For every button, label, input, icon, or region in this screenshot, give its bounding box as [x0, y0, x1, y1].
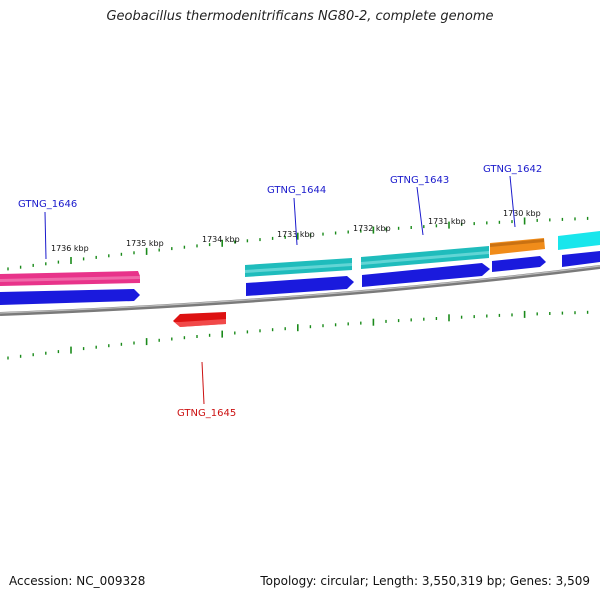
cds-feature-gtng-1646[interactable]	[0, 289, 140, 305]
leader-gtng-1642	[509, 175, 516, 228]
gene-label-gtng-1645[interactable]: GTNG_1645	[177, 408, 236, 419]
inner-tick-ruler	[7, 310, 589, 360]
ruler-label-1736: 1736 kbp	[51, 244, 89, 253]
gene-label-gtng-1642[interactable]: GTNG_1642	[483, 164, 542, 175]
gene-feature-cyan-edge[interactable]	[558, 231, 600, 250]
leader-gtng-1646	[44, 211, 47, 260]
accession-text: Accession: NC_009328	[9, 574, 146, 588]
genome-summary-text: Topology: circular; Length: 3,550,319 bp…	[260, 574, 590, 588]
outer-tick-ruler	[7, 216, 589, 271]
cds-feature-gtng-1642[interactable]	[492, 256, 546, 272]
ruler-label-1730: 1730 kbp	[503, 209, 541, 218]
genome-backbone	[0, 265, 600, 316]
gene-label-gtng-1644[interactable]: GTNG_1644	[267, 185, 326, 196]
gene-feature-gtng-1645[interactable]	[173, 312, 226, 327]
gene-label-gtng-1643[interactable]: GTNG_1643	[390, 175, 449, 186]
ruler-label-1735: 1735 kbp	[126, 239, 164, 248]
gene-feature-gtng-1642[interactable]	[490, 238, 545, 255]
gene-feature-gtng-1646[interactable]	[0, 271, 140, 286]
cds-feature-gtng-1644[interactable]	[246, 276, 354, 296]
ruler-label-1734: 1734 kbp	[202, 235, 240, 244]
ruler-label-1732: 1732 kbp	[353, 224, 391, 233]
gene-feature-gtng-1644[interactable]	[245, 258, 352, 277]
cds-feature-edge[interactable]	[562, 251, 600, 267]
leader-gtng-1644	[293, 197, 298, 246]
map-title: Geobacillus thermodenitrificans NG80-2, …	[106, 9, 494, 24]
gene-feature-gtng-1643[interactable]	[361, 246, 489, 269]
cds-feature-gtng-1643[interactable]	[362, 263, 490, 287]
leader-gtng-1645	[201, 361, 205, 405]
leader-gtng-1643	[416, 186, 424, 236]
ruler-label-1731: 1731 kbp	[428, 217, 466, 226]
genome-backbone-highlight	[0, 265, 600, 314]
gene-label-gtng-1646[interactable]: GTNG_1646	[18, 199, 77, 210]
